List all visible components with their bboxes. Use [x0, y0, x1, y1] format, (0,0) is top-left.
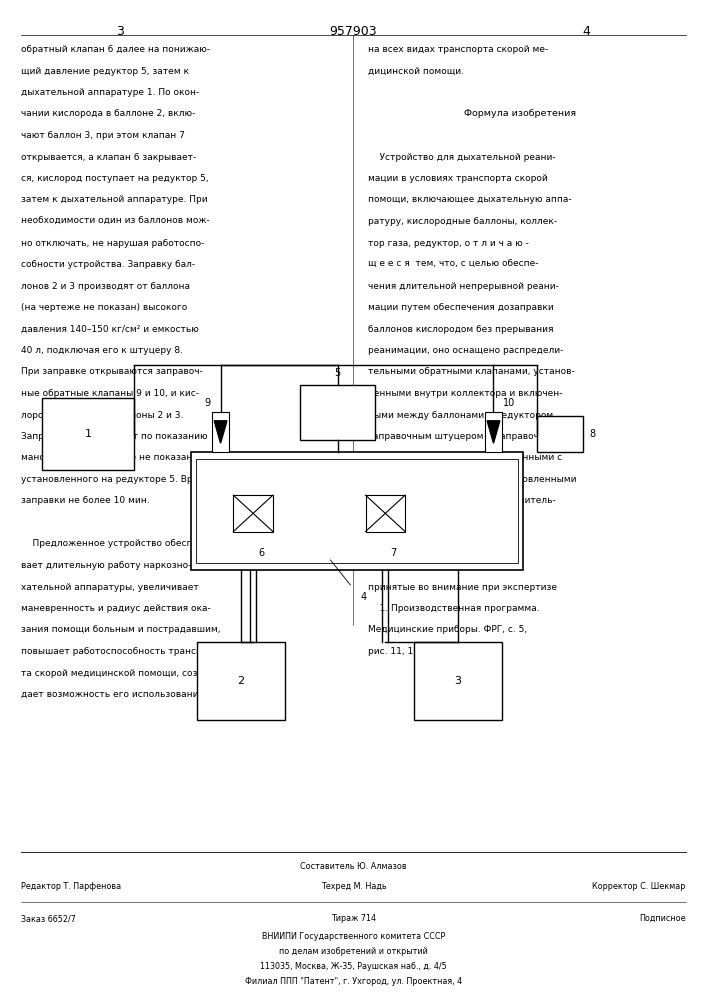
Text: 3: 3 [455, 676, 461, 686]
Text: тельными обратными клапанами, установ-: тельными обратными клапанами, установ- [368, 367, 574, 376]
Text: 4: 4 [361, 592, 367, 602]
Text: рис. 11, 1973.: рис. 11, 1973. [368, 647, 433, 656]
Text: щий давление редуктор 5, затем к: щий давление редуктор 5, затем к [21, 66, 189, 76]
Text: та скорой медицинской помощи, соз-: та скорой медицинской помощи, соз- [21, 668, 201, 678]
Text: затем к дыхательной аппаратуре. При: затем к дыхательной аппаратуре. При [21, 196, 208, 205]
Text: При заправке открываются заправоч-: При заправке открываются заправоч- [21, 367, 203, 376]
Text: щ е е с я  тем, что, с целью обеспе-: щ е е с я тем, что, с целью обеспе- [368, 260, 538, 269]
Text: Предложенное устройство обеспечи-: Предложенное устройство обеспечи- [21, 540, 213, 548]
Text: Тираж 714: Тираж 714 [331, 914, 376, 923]
Text: ными обратными клапанами.: ными обратными клапанами. [368, 518, 508, 527]
Bar [366, 495, 405, 532]
Text: ленными внутри коллектора и включен-: ленными внутри коллектора и включен- [368, 389, 562, 398]
Text: чании кислорода в баллоне 2, вклю-: чании кислорода в баллоне 2, вклю- [21, 109, 196, 118]
Text: но отключать, не нарушая работоспо-: но отключать, не нарушая работоспо- [21, 238, 204, 247]
Text: 4: 4 [583, 25, 591, 38]
Text: 10: 10 [503, 398, 515, 408]
Text: чения длительной непрерывной реани-: чения длительной непрерывной реани- [368, 282, 559, 291]
Text: (на чертеже не показан) высокого: (на чертеже не показан) высокого [21, 303, 187, 312]
Bar [414, 642, 502, 720]
Bar [191, 452, 523, 570]
Text: 9: 9 [205, 398, 211, 408]
Text: манометра (на чертеже не показан),: манометра (на чертеже не показан), [21, 454, 199, 462]
Text: 113035, Москва, Ж-35, Раушская наб., д. 4/5: 113035, Москва, Ж-35, Раушская наб., д. … [260, 962, 447, 971]
Polygon shape [487, 421, 500, 443]
Text: Составитель Ю. Алмазов: Составитель Ю. Алмазов [300, 862, 407, 871]
Text: реанимации, оно оснащено распредели-: реанимации, оно оснащено распредели- [368, 346, 563, 355]
Text: помощи, включающее дыхательную аппа-: помощи, включающее дыхательную аппа- [368, 196, 571, 205]
Text: ными между баллонами и редуктором,: ными между баллонами и редуктором, [368, 411, 556, 420]
Bar [537, 416, 583, 452]
Text: зания помощи больным и пострадавшим,: зания помощи больным и пострадавшим, [21, 626, 221, 634]
Text: по делам изобретений и открытий: по делам изобретений и открытий [279, 947, 428, 956]
Text: Корректор С. Шекмар: Корректор С. Шекмар [592, 882, 686, 891]
Text: обратными клапанами, соединенными с: обратными клапанами, соединенными с [368, 454, 562, 462]
Text: мации путем обеспечения дозаправки: мации путем обеспечения дозаправки [368, 303, 554, 312]
Text: 8: 8 [589, 429, 595, 439]
Text: заправки не более 10 мин.: заправки не более 10 мин. [21, 496, 150, 505]
Text: баллонов кислородом без прерывания: баллонов кислородом без прерывания [368, 324, 553, 334]
Text: чают баллон 3, при этом клапан 7: чают баллон 3, при этом клапан 7 [21, 131, 185, 140]
Text: необходимости один из баллонов мож-: необходимости один из баллонов мож- [21, 217, 210, 226]
Text: 6: 6 [259, 548, 264, 558]
Text: ВНИИПИ Государственного комитета СССР: ВНИИПИ Государственного комитета СССР [262, 932, 445, 941]
Text: вает длительную работу наркозно-ды-: вает длительную работу наркозно-ды- [21, 561, 208, 570]
Text: Техред М. Надь: Техред М. Надь [321, 882, 386, 891]
Text: на коллекторе перед распределитель-: на коллекторе перед распределитель- [368, 496, 556, 505]
Text: дицинской помощи.: дицинской помощи. [368, 66, 464, 76]
Text: заправочным штуцером и заправочными: заправочным штуцером и заправочными [368, 432, 564, 441]
Polygon shape [214, 421, 227, 443]
Text: хательной аппаратуры, увеличивает: хательной аппаратуры, увеличивает [21, 582, 199, 591]
Text: 3: 3 [116, 25, 124, 38]
Text: тор газа, редуктор, о т л и ч а ю -: тор газа, редуктор, о т л и ч а ю - [368, 238, 529, 247]
Bar [212, 412, 229, 452]
Text: Формула изобретения: Формула изобретения [464, 109, 575, 118]
Bar [196, 459, 518, 563]
Text: лонов 2 и 3 производят от баллона: лонов 2 и 3 производят от баллона [21, 282, 190, 291]
Text: на всех видах транспорта скорой ме-: на всех видах транспорта скорой ме- [368, 45, 548, 54]
Text: 5: 5 [334, 368, 341, 378]
Text: ратуру, кислородные баллоны, коллек-: ратуру, кислородные баллоны, коллек- [368, 217, 557, 226]
Bar [42, 398, 134, 470]
Text: Редактор Т. Парфенова: Редактор Т. Парфенова [21, 882, 122, 891]
Text: 7: 7 [391, 548, 397, 558]
Text: обратный клапан 6 далее на понижаю-: обратный клапан 6 далее на понижаю- [21, 45, 211, 54]
Text: повышает работоспособность транспор-: повышает работоспособность транспор- [21, 647, 217, 656]
Text: ные обратные клапаны 9 и 10, и кис-: ные обратные клапаны 9 и 10, и кис- [21, 389, 199, 398]
Bar [233, 495, 273, 532]
Text: 957903: 957903 [329, 25, 378, 38]
Text: ся, кислород поступает на редуктор 5,: ся, кислород поступает на редуктор 5, [21, 174, 209, 183]
Bar [197, 642, 285, 720]
Text: давления 140–150 кг/см² и емкостью: давления 140–150 кг/см² и емкостью [21, 324, 199, 334]
Text: 1: 1 [85, 429, 92, 439]
Text: дает возможность его использования: дает возможность его использования [21, 690, 204, 699]
Text: 1. Производственная программа.: 1. Производственная программа. [368, 604, 539, 613]
Text: Заправку контролируют по показанию: Заправку контролируют по показанию [21, 432, 208, 441]
Text: лород поступает в баллоны 2 и 3.: лород поступает в баллоны 2 и 3. [21, 411, 184, 420]
Bar [485, 412, 502, 452]
Text: 40 л, подключая его к штуцеру 8.: 40 л, подключая его к штуцеру 8. [21, 346, 183, 355]
Text: мации в условиях транспорта скорой: мации в условиях транспорта скорой [368, 174, 547, 183]
Text: Подписное: Подписное [639, 914, 686, 923]
Text: установленного на редукторе 5. Время: установленного на редукторе 5. Время [21, 475, 211, 484]
Text: Устройство для дыхательной реани-: Устройство для дыхательной реани- [368, 153, 555, 162]
Text: Медицинские приборы. ФРГ, с. 5,: Медицинские приборы. ФРГ, с. 5, [368, 626, 527, 634]
Text: дыхательной аппаратуре 1. По окон-: дыхательной аппаратуре 1. По окон- [21, 88, 199, 97]
Text: маневренность и радиус действия ока-: маневренность и радиус действия ока- [21, 604, 211, 613]
Text: 2: 2 [237, 676, 245, 686]
Text: принятые во внимание при экспертизе: принятые во внимание при экспертизе [368, 582, 556, 591]
Text: Заказ 6652/7: Заказ 6652/7 [21, 914, 76, 923]
Text: собности устройства. Заправку бал-: собности устройства. Заправку бал- [21, 260, 195, 269]
Bar [300, 385, 375, 440]
Text: Источники информации,: Источники информации, [368, 561, 497, 570]
Text: открывается, а клапан 6 закрывает-: открывается, а клапан 6 закрывает- [21, 153, 197, 162]
Text: Филиал ППП "Патент", г. Ухгород, ул. Проектная, 4: Филиал ППП "Патент", г. Ухгород, ул. Про… [245, 977, 462, 986]
Text: заправочным штуцером и установленными: заправочным штуцером и установленными [368, 475, 576, 484]
